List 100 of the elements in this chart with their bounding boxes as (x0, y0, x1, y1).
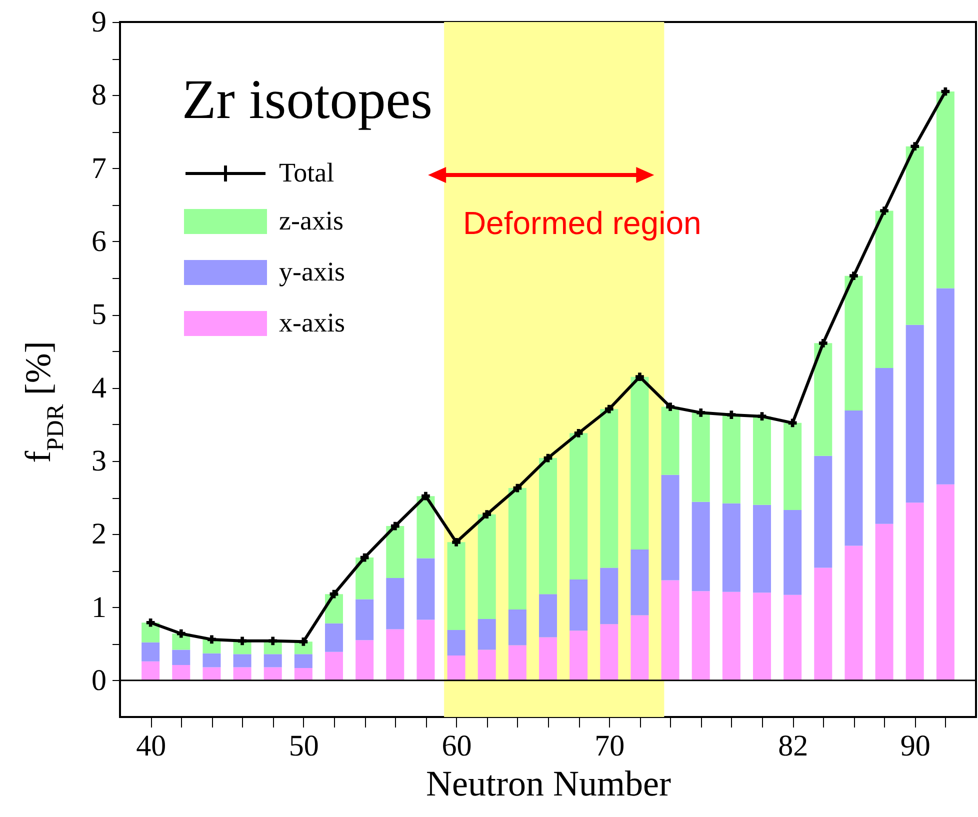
bar (233, 654, 252, 668)
y-tick-label: 7 (92, 152, 106, 185)
y-tick-label: 6 (92, 224, 106, 258)
point (330, 590, 338, 598)
bar (202, 667, 221, 680)
bar (753, 416, 771, 505)
point (176, 629, 186, 638)
bar (753, 592, 771, 680)
x-tick-label: 90 (900, 730, 930, 762)
bar (539, 637, 557, 680)
bar (630, 549, 649, 616)
bar (692, 591, 710, 680)
point (727, 410, 736, 420)
bar (661, 580, 680, 680)
x-tick-label: 50 (288, 730, 319, 762)
bar (600, 568, 618, 624)
bar (630, 615, 649, 680)
bar (447, 656, 466, 680)
bar (875, 524, 894, 680)
bar (692, 412, 710, 502)
point (910, 142, 920, 151)
bar (814, 456, 832, 568)
point (574, 428, 583, 438)
point (941, 87, 950, 96)
point (146, 618, 155, 627)
bar (906, 324, 924, 503)
legend-label: z-axis (279, 206, 344, 236)
bar (784, 510, 802, 595)
legend-label: y-axis (279, 256, 345, 286)
bar (753, 504, 771, 593)
bar (570, 433, 588, 580)
bar (844, 546, 863, 680)
legend-label: Total (279, 158, 334, 188)
x-tick-label: 40 (136, 730, 166, 762)
bar (447, 542, 466, 630)
y-tick-label: 3 (92, 444, 106, 478)
bar (570, 630, 588, 680)
bar (202, 653, 221, 668)
bar (416, 620, 435, 680)
bar (784, 594, 802, 680)
bar (294, 654, 312, 668)
y-tick-label: 4 (92, 371, 106, 404)
bar (478, 650, 496, 680)
bar (722, 414, 740, 504)
bar (478, 514, 496, 619)
band-label: Deformed region (462, 205, 702, 241)
bar (784, 422, 802, 510)
y-tick-label: 0 (92, 664, 106, 697)
bar (172, 665, 190, 680)
point (666, 402, 674, 411)
legend-label: x-axis (279, 308, 345, 338)
bar (661, 406, 680, 475)
bar (722, 503, 740, 592)
bar (233, 667, 252, 680)
bar (692, 502, 710, 592)
bar (325, 623, 343, 652)
point (758, 412, 766, 421)
point (880, 206, 888, 215)
bar (600, 624, 618, 680)
point (818, 338, 828, 348)
bar (936, 288, 954, 484)
point (850, 272, 858, 280)
bar (386, 629, 404, 680)
point (360, 553, 369, 562)
x-axis-title: Neutron Number (426, 764, 671, 804)
y-tick-label: 5 (92, 298, 106, 332)
bar (844, 410, 863, 546)
bar (447, 630, 466, 656)
bar (875, 368, 894, 524)
bar (386, 578, 404, 630)
bar (142, 661, 160, 680)
bar (356, 640, 374, 680)
point (604, 404, 614, 414)
bar (875, 210, 894, 368)
bar (570, 579, 588, 631)
bar (539, 458, 557, 594)
x-tick-label: 70 (594, 730, 625, 762)
bar (356, 558, 374, 600)
y-tick-label: 8 (92, 78, 106, 112)
bar (264, 654, 282, 668)
point (238, 636, 246, 646)
x-tick-label: 60 (442, 730, 472, 762)
point (482, 510, 492, 519)
point (208, 635, 216, 644)
bar (722, 592, 740, 680)
bar (844, 276, 863, 410)
point (299, 637, 308, 646)
bar (936, 92, 954, 288)
bar (478, 618, 496, 650)
bar (416, 558, 435, 620)
x-tick-label: 82 (778, 730, 808, 762)
bar (356, 599, 374, 640)
y-tick-label: 2 (92, 518, 106, 551)
point (452, 538, 460, 546)
bar (600, 409, 618, 568)
y-tick-label: 9 (92, 6, 106, 38)
bar (508, 645, 526, 680)
bar (508, 488, 526, 610)
bar (386, 526, 404, 578)
bar (416, 496, 435, 558)
